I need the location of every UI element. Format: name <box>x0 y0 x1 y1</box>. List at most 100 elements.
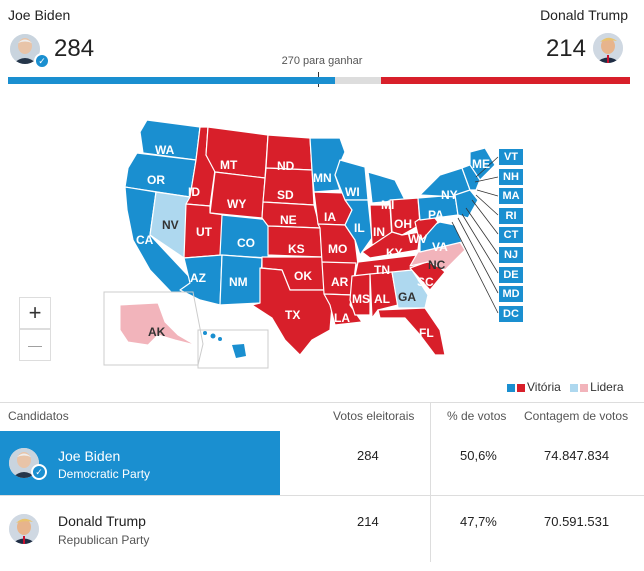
biden-row-electoral: 284 <box>357 448 379 463</box>
state-label-oh[interactable]: OH <box>394 217 412 231</box>
biden-progress-bar <box>8 77 335 84</box>
state-label-ia[interactable]: IA <box>324 210 336 224</box>
table-row-biden-highlight[interactable] <box>0 431 280 495</box>
small-state-dc[interactable]: DC <box>499 305 523 322</box>
small-state-ma[interactable]: MA <box>499 188 523 205</box>
state-label-sd[interactable]: SD <box>277 188 294 202</box>
legend-rep-win-swatch <box>517 383 525 392</box>
state-ne-small <box>461 164 481 191</box>
col-header-pct: % de votos <box>447 409 507 423</box>
col-header-electoral: Votos eleitorais <box>333 409 415 423</box>
state-label-ar[interactable]: AR <box>331 275 349 289</box>
state-label-mo[interactable]: MO <box>328 242 348 256</box>
state-label-nv[interactable]: NV <box>162 218 179 232</box>
small-state-nj[interactable]: NJ <box>499 247 523 263</box>
state-label-nc[interactable]: NC <box>428 258 446 272</box>
state-label-id[interactable]: ID <box>188 185 200 199</box>
state-label-ky[interactable]: KY <box>386 246 403 260</box>
state-label-az[interactable]: AZ <box>190 271 206 285</box>
map-legend: Vitória Lidera <box>507 380 624 394</box>
state-label-ks[interactable]: KS <box>288 242 305 256</box>
state-label-pa[interactable]: PA <box>428 208 444 222</box>
biden-row-count: 74.847.834 <box>544 448 610 463</box>
state-label-la[interactable]: LA <box>334 311 350 325</box>
row-divider <box>0 495 644 496</box>
table-top-border <box>0 402 644 403</box>
column-divider <box>430 402 431 562</box>
small-state-ri[interactable]: RI <box>499 207 523 224</box>
state-label-va[interactable]: VA <box>432 240 448 254</box>
state-label-mi[interactable]: MI <box>381 198 395 212</box>
state-label-nd[interactable]: ND <box>277 159 295 173</box>
state-label-tn[interactable]: TN <box>374 263 390 277</box>
col-header-count: Contagem de votos <box>524 409 629 423</box>
state-label-sc[interactable]: SC <box>417 275 434 289</box>
zoom-out-button[interactable]: — <box>19 329 51 361</box>
state-label-mn[interactable]: MN <box>313 171 332 185</box>
state-label-ca[interactable]: CA <box>136 233 154 247</box>
state-mi <box>367 171 406 204</box>
state-hi <box>203 331 246 358</box>
legend-rep-leading-swatch <box>580 383 589 392</box>
small-state-de[interactable]: DE <box>499 266 523 283</box>
state-ga <box>391 269 429 309</box>
candidate-right-name: Donald Trump <box>540 7 628 23</box>
col-header-candidates: Candidatos <box>8 409 69 423</box>
zoom-in-button[interactable]: + <box>19 297 51 329</box>
biden-row-avatar <box>9 448 39 478</box>
trump-electoral-votes: 214 <box>545 35 586 62</box>
trump-avatar <box>593 33 623 63</box>
small-state-ct[interactable]: CT <box>499 227 523 244</box>
biden-row-name: Joe Biden <box>58 448 121 464</box>
state-label-il[interactable]: IL <box>354 221 365 235</box>
state-label-ms[interactable]: MS <box>352 292 370 306</box>
trump-row-count: 70.591.531 <box>544 514 610 529</box>
state-label-wv[interactable]: WV <box>408 232 428 246</box>
state-wy <box>209 171 266 219</box>
trump-progress-bar <box>381 77 630 84</box>
state-label-mt[interactable]: MT <box>220 158 238 172</box>
state-label-ok[interactable]: OK <box>294 269 312 283</box>
trump-row-name: Donald Trump <box>58 513 146 529</box>
state-tx <box>251 267 333 356</box>
state-label-or[interactable]: OR <box>147 173 165 187</box>
state-label-in[interactable]: IN <box>373 225 385 239</box>
state-label-wa[interactable]: WA <box>155 143 175 157</box>
threshold-label: 270 para ganhar <box>281 55 363 67</box>
candidate-left-name: Joe Biden <box>8 7 71 23</box>
state-label-hi[interactable]: HI <box>216 352 228 366</box>
biden-row-check-icon: ✓ <box>31 464 47 480</box>
small-state-md[interactable]: MD <box>499 286 523 303</box>
winner-check-icon: ✓ <box>34 53 50 69</box>
state-label-wi[interactable]: WI <box>345 185 360 199</box>
state-label-al[interactable]: AL <box>374 292 390 306</box>
state-label-wy[interactable]: WY <box>227 197 247 211</box>
state-label-me[interactable]: ME <box>472 157 490 171</box>
state-label-co[interactable]: CO <box>237 236 255 250</box>
state-label-ne[interactable]: NE <box>280 213 297 227</box>
small-state-nh[interactable]: NH <box>499 168 523 185</box>
state-ne-small <box>454 189 479 219</box>
biden-avatar <box>10 34 40 64</box>
state-label-tx[interactable]: TX <box>285 308 301 322</box>
state-ak <box>119 302 196 346</box>
state-oh <box>389 197 421 236</box>
undecided-progress-bar <box>335 77 381 84</box>
state-label-nm[interactable]: NM <box>229 275 248 289</box>
trump-row-party: Republican Party <box>58 533 150 547</box>
trump-row-avatar <box>9 514 39 544</box>
biden-row-party: Democratic Party <box>58 467 151 481</box>
trump-row-pct: 47,7% <box>460 514 497 529</box>
state-label-ut[interactable]: UT <box>196 225 212 239</box>
state-il <box>344 199 373 256</box>
state-label-ak[interactable]: AK <box>148 325 166 339</box>
legend-dem-win-swatch <box>507 383 515 392</box>
state-fl <box>377 307 446 356</box>
state-label-ga[interactable]: GA <box>398 290 416 304</box>
small-state-vt[interactable]: VT <box>499 149 523 165</box>
state-label-fl[interactable]: FL <box>419 326 434 340</box>
state-label-ny[interactable]: NY <box>441 188 458 202</box>
biden-electoral-votes: 284 <box>54 35 95 62</box>
state-al <box>369 271 399 319</box>
legend-leading-label: Lidera <box>590 380 624 394</box>
